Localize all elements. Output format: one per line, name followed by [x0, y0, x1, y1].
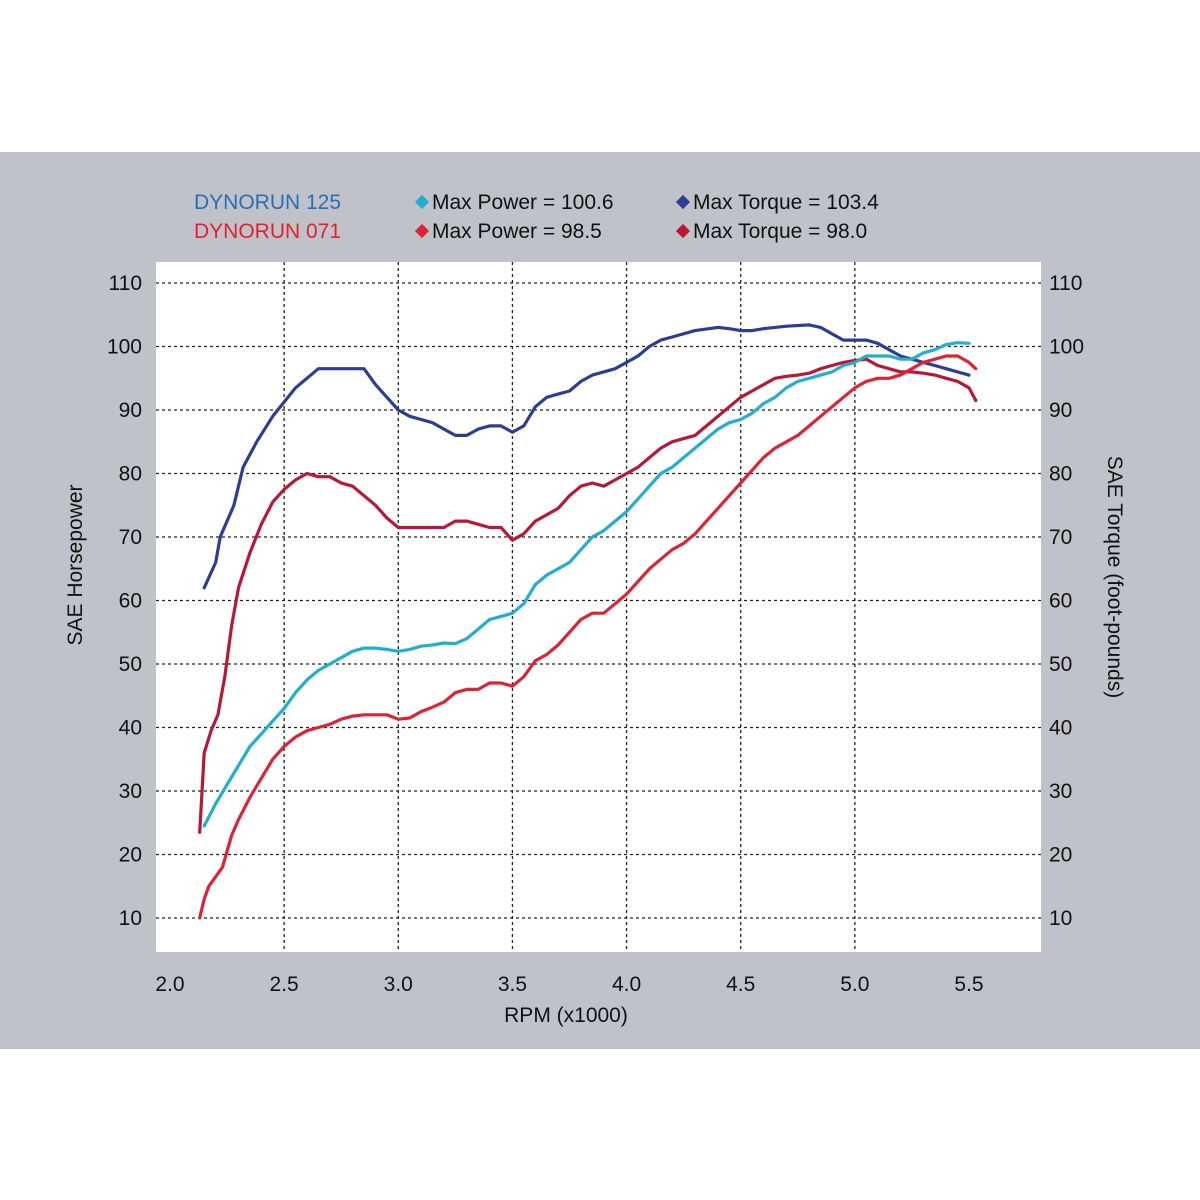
y-tick-label-left: 90: [119, 399, 142, 422]
legend-run-125-name: DYNORUN 125: [194, 191, 342, 214]
legend-run-071-power: Max Power = 98.5: [414, 220, 602, 243]
legend-run-125-torque: Max Torque = 103.4: [675, 191, 879, 214]
tick-labels: 10 10 20 20 30 30 40 40 50 50 60 60 70 70 80 80 90 90 100 1…: [107, 272, 1084, 996]
y-axis-label-right: SAE Torque (foot-pounds): [1103, 456, 1126, 698]
y-tick-label-left: 50: [119, 653, 142, 676]
y-tick-label-right: 60: [1049, 590, 1072, 613]
legend-run-071-name: DYNORUN 071: [194, 220, 342, 243]
x-tick-label: 3.5: [498, 973, 527, 996]
y-tick-label-left: 20: [119, 844, 142, 867]
legend-run-125-torque-label: Max Torque = 103.4: [693, 191, 879, 214]
legend-run-071-torque-label: Max Torque = 98.0: [693, 220, 868, 243]
y-tick-label-right: 80: [1049, 463, 1072, 486]
grid-lines: [156, 262, 1041, 952]
x-tick-label: 3.0: [384, 973, 413, 996]
plot-area: [156, 262, 1041, 952]
y-tick-label-right: 20: [1049, 844, 1072, 867]
y-axis-label-left: SAE Horsepower: [64, 484, 87, 645]
x-tick-label: 2.0: [155, 973, 184, 996]
x-axis-label: RPM (x1000): [504, 1004, 628, 1027]
y-tick-label-left: 110: [109, 272, 142, 295]
x-tick-label: 5.0: [840, 973, 869, 996]
x-tick-label: 2.5: [270, 973, 299, 996]
series-line-dynorun-125-max-power: [202, 341, 971, 828]
x-tick-label: 4.0: [612, 973, 641, 996]
series-line-dynorun-125-max-torque: [202, 323, 971, 590]
y-tick-label-right: 50: [1049, 653, 1072, 676]
y-tick-label-left: 30: [119, 780, 142, 803]
y-tick-label-right: 30: [1049, 780, 1072, 803]
y-tick-label-left: 80: [119, 463, 142, 486]
y-tick-label-right: 10: [1049, 907, 1072, 930]
y-tick-label-right: 100: [1049, 336, 1084, 359]
x-tick-label: 4.5: [726, 973, 755, 996]
x-tick-label: 5.5: [954, 973, 983, 996]
legend-run-071-torque: Max Torque = 98.0: [675, 220, 868, 243]
y-tick-label-left: 40: [119, 717, 142, 740]
legend-run-071-power-label: Max Power = 98.5: [432, 220, 602, 243]
y-tick-label-left: 60: [119, 590, 142, 613]
y-tick-label-left: 10: [119, 907, 142, 930]
legend-run-125-power: Max Power = 100.6: [414, 191, 614, 214]
series-line-dynorun-071-max-torque: [198, 357, 978, 834]
y-tick-label-left: 70: [119, 526, 142, 549]
series-line-dynorun-071-max-power: [198, 354, 978, 920]
y-tick-label-right: 110: [1049, 272, 1082, 295]
y-tick-label-right: 40: [1049, 717, 1072, 740]
y-tick-label-right: 70: [1049, 526, 1072, 549]
series-lines: [198, 323, 978, 920]
legend-run-125-power-label: Max Power = 100.6: [432, 191, 614, 214]
y-tick-label-left: 100: [107, 336, 142, 359]
y-tick-label-right: 90: [1049, 399, 1072, 422]
